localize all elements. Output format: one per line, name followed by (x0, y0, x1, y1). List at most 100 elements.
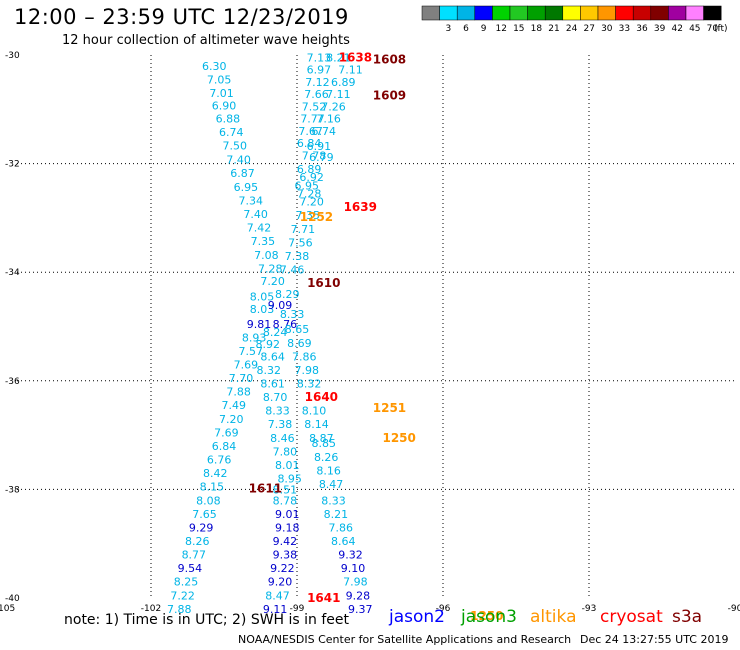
wave-height-point: 6.88 (216, 113, 241, 126)
wave-height-point: 7.38 (268, 418, 293, 431)
pass-time-label: 1640 (305, 390, 338, 404)
pass-time-label: 1250 (470, 609, 503, 623)
wave-height-point: 7.38 (285, 250, 310, 263)
wave-height-point: 8.92 (256, 338, 281, 351)
wave-height-point: 8.85 (312, 437, 337, 450)
color-scale-label: 30 (601, 24, 613, 34)
wave-height-point: 7.98 (343, 576, 368, 589)
legend-jason3: jason3 (461, 607, 517, 627)
wave-height-point: 7.11 (326, 88, 351, 101)
color-scale-label: 18 (531, 24, 543, 34)
wave-height-point: 8.65 (285, 323, 310, 336)
wave-height-point: 6.95 (294, 179, 319, 192)
wave-height-point: 9.20 (268, 576, 293, 589)
footer-note: note: 1) Time is in UTC; 2) SWH is in fe… (64, 612, 350, 628)
wave-height-point: 9.18 (275, 521, 300, 534)
y-tick-label: -40 (5, 594, 20, 604)
wave-height-point: 7.01 (209, 87, 234, 100)
wave-height-point: 7.80 (273, 445, 298, 458)
wave-height-point: 7.11 (338, 64, 363, 77)
wave-height-point: 9.37 (348, 603, 373, 616)
y-tick-label: -30 (5, 51, 20, 61)
wave-height-point: 7.88 (226, 386, 251, 399)
wave-height-point: 8.69 (287, 337, 312, 350)
color-scale-label: 24 (566, 24, 578, 34)
color-scale-swatch (597, 5, 616, 21)
wave-height-point: 8.32 (297, 378, 322, 391)
wave-height-point: 9.42 (273, 535, 298, 548)
color-scale-label: 15 (513, 24, 524, 34)
color-scale-swatch (632, 5, 652, 21)
wave-height-point: 6.92 (299, 171, 324, 184)
wave-height-point: 8.64 (331, 535, 356, 548)
wave-height-point: 7.67 (298, 125, 323, 138)
pass-time-label: 1252 (300, 210, 333, 224)
wave-height-point: 8.47 (319, 478, 344, 491)
wave-height-point: 7.78 (302, 149, 327, 162)
y-tick-label: -32 (5, 160, 20, 170)
wave-height-point: 8.26 (314, 451, 339, 464)
wave-height-point: 8.05 (250, 291, 275, 304)
wave-height-point: 8.46 (270, 432, 295, 445)
wave-height-point: 7.50 (222, 140, 247, 153)
wave-height-point: 8.33 (280, 308, 305, 321)
wave-height-point: 8.76 (273, 318, 298, 331)
wave-height-point: 7.42 (247, 222, 272, 235)
wave-height-point: 7.28 (297, 187, 322, 200)
wave-height-point: 9.38 (273, 549, 298, 562)
wave-height-point: 7.52 (302, 101, 327, 114)
wave-height-point: 6.90 (212, 99, 237, 112)
wave-height-point: 8.32 (257, 364, 282, 377)
wave-height-point: 8.26 (185, 535, 210, 548)
wave-height-point: 6.97 (307, 64, 332, 77)
y-tick-label: -34 (5, 268, 20, 278)
color-scale-swatch (509, 5, 528, 21)
color-scale-swatch (580, 5, 599, 21)
wave-height-point: 6.87 (230, 167, 255, 180)
wave-height-point: 8.21 (324, 508, 349, 521)
x-tick-label: -90 (728, 604, 740, 614)
color-scale-label: 45 (689, 24, 700, 34)
color-scale-label: 9 (481, 24, 487, 34)
wave-height-point: 7.22 (170, 589, 195, 602)
wave-height-point: 9.81 (247, 318, 272, 331)
wave-height-point: 7.35 (251, 235, 276, 248)
wave-height-point: 7.05 (207, 73, 232, 86)
wave-height-point: 7.57 (239, 345, 264, 358)
wave-height-point: 7.13 (307, 52, 332, 65)
wave-height-point: 7.88 (167, 603, 192, 616)
x-tick-label: -96 (436, 604, 451, 614)
wave-height-point: 9.11 (263, 603, 288, 616)
pass-time-label: 1251 (373, 401, 406, 415)
wave-height-point: 7.86 (329, 521, 354, 534)
wave-height-point: 7.98 (294, 364, 319, 377)
wave-height-point: 9.09 (268, 299, 293, 312)
wave-height-point: 8.21 (326, 52, 351, 65)
wave-height-point: 9.01 (275, 508, 300, 521)
wave-height-point: 8.61 (260, 378, 285, 391)
color-scale-swatch (474, 5, 493, 21)
wave-height-point: 8.87 (309, 432, 334, 445)
data-labels: 6.307.057.016.906.886.747.507.406.876.95… (167, 51, 504, 623)
page-title: 12:00 – 23:59 UTC 12/23/2019 (14, 5, 349, 29)
pass-time-label: 1641 (307, 591, 340, 605)
legend-cryosat: cryosat (600, 607, 663, 627)
wave-height-point: 8.95 (277, 473, 302, 486)
pass-time-label: 1610 (307, 276, 340, 290)
color-scale-label: 42 (671, 24, 682, 34)
y-tick-label: -36 (5, 377, 20, 387)
wave-height-point: 7.26 (321, 101, 346, 114)
color-scale-swatch (562, 5, 581, 21)
wave-height-point: 8.14 (304, 418, 329, 431)
pass-time-label: 1608 (373, 52, 406, 66)
wave-height-point: 7.66 (304, 88, 329, 101)
wave-height-point: 7.12 (305, 76, 330, 89)
wave-height-point: 8.70 (263, 391, 288, 404)
wave-height-point: 8.33 (265, 405, 290, 418)
wave-height-point: 8.51 (273, 483, 298, 496)
wave-height-point: 8.25 (174, 576, 199, 589)
grid-lines (17, 55, 735, 598)
wave-height-point: 8.29 (275, 288, 300, 301)
wave-height-point: 6.84 (212, 440, 237, 453)
color-scale-label: 33 (619, 24, 630, 34)
